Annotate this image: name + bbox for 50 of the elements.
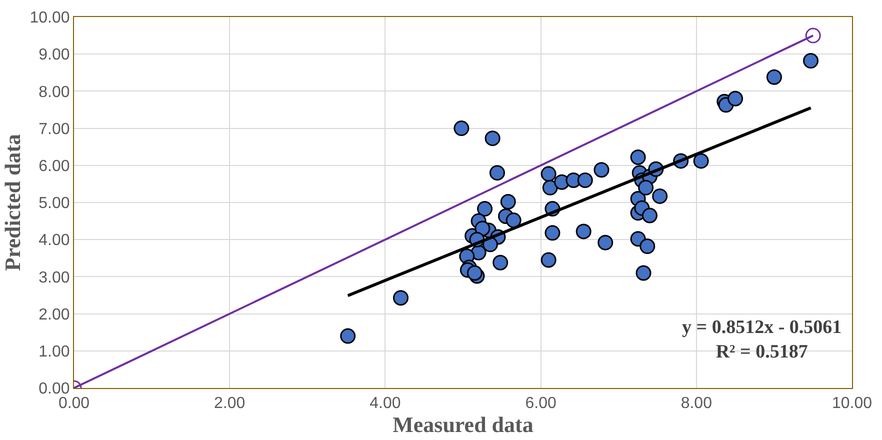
y-tick-label: 7.00 <box>38 120 70 138</box>
annotation: y = 0.8512x - 0.5061 R² = 0.5187 <box>682 317 842 363</box>
point <box>492 254 508 270</box>
point <box>577 172 593 188</box>
point <box>638 180 654 196</box>
y-tick-label: 9.00 <box>38 46 70 64</box>
x-axis-title: Measured data <box>392 412 534 438</box>
point <box>477 201 493 217</box>
y-tick-label: 6.00 <box>38 158 70 175</box>
point <box>540 166 556 182</box>
point <box>393 290 409 306</box>
point <box>500 194 516 210</box>
x-tick-label: 0.00 <box>58 395 90 412</box>
point <box>803 53 819 69</box>
point <box>805 28 821 44</box>
y-tick-label: 3.00 <box>38 269 70 286</box>
point <box>576 224 592 240</box>
point <box>652 188 668 204</box>
point <box>642 208 658 224</box>
point <box>454 120 470 136</box>
x-tick-label: 2.00 <box>214 395 246 412</box>
y-tick-label: 0.00 <box>38 380 70 398</box>
point <box>489 165 505 181</box>
y-tick-label: 10.00 <box>30 10 70 27</box>
point <box>540 252 556 268</box>
x-tick-label: 6.00 <box>525 395 556 412</box>
point <box>630 149 646 165</box>
y-tick-label: 5.00 <box>38 195 70 212</box>
y-axis-title: Predicted data <box>0 134 25 272</box>
point <box>693 153 709 169</box>
point <box>728 90 744 106</box>
point <box>466 265 482 281</box>
point <box>484 130 500 146</box>
x-tick-label: 4.00 <box>370 395 401 412</box>
point <box>474 220 490 236</box>
point <box>640 238 656 254</box>
point <box>766 69 782 85</box>
point <box>594 162 610 178</box>
x-tick-label: 10.00 <box>832 395 872 412</box>
y-tick-label: 8.00 <box>38 84 70 101</box>
y-tick-label: 4.00 <box>38 232 70 250</box>
point <box>544 225 560 241</box>
point <box>542 180 558 196</box>
x-tick-label: 8.00 <box>680 395 712 412</box>
y-tick-label: 2.00 <box>38 306 70 324</box>
point <box>340 328 356 344</box>
point <box>636 265 652 281</box>
point <box>506 212 522 228</box>
point <box>598 234 614 250</box>
y-tick-label: 1.00 <box>38 344 70 360</box>
